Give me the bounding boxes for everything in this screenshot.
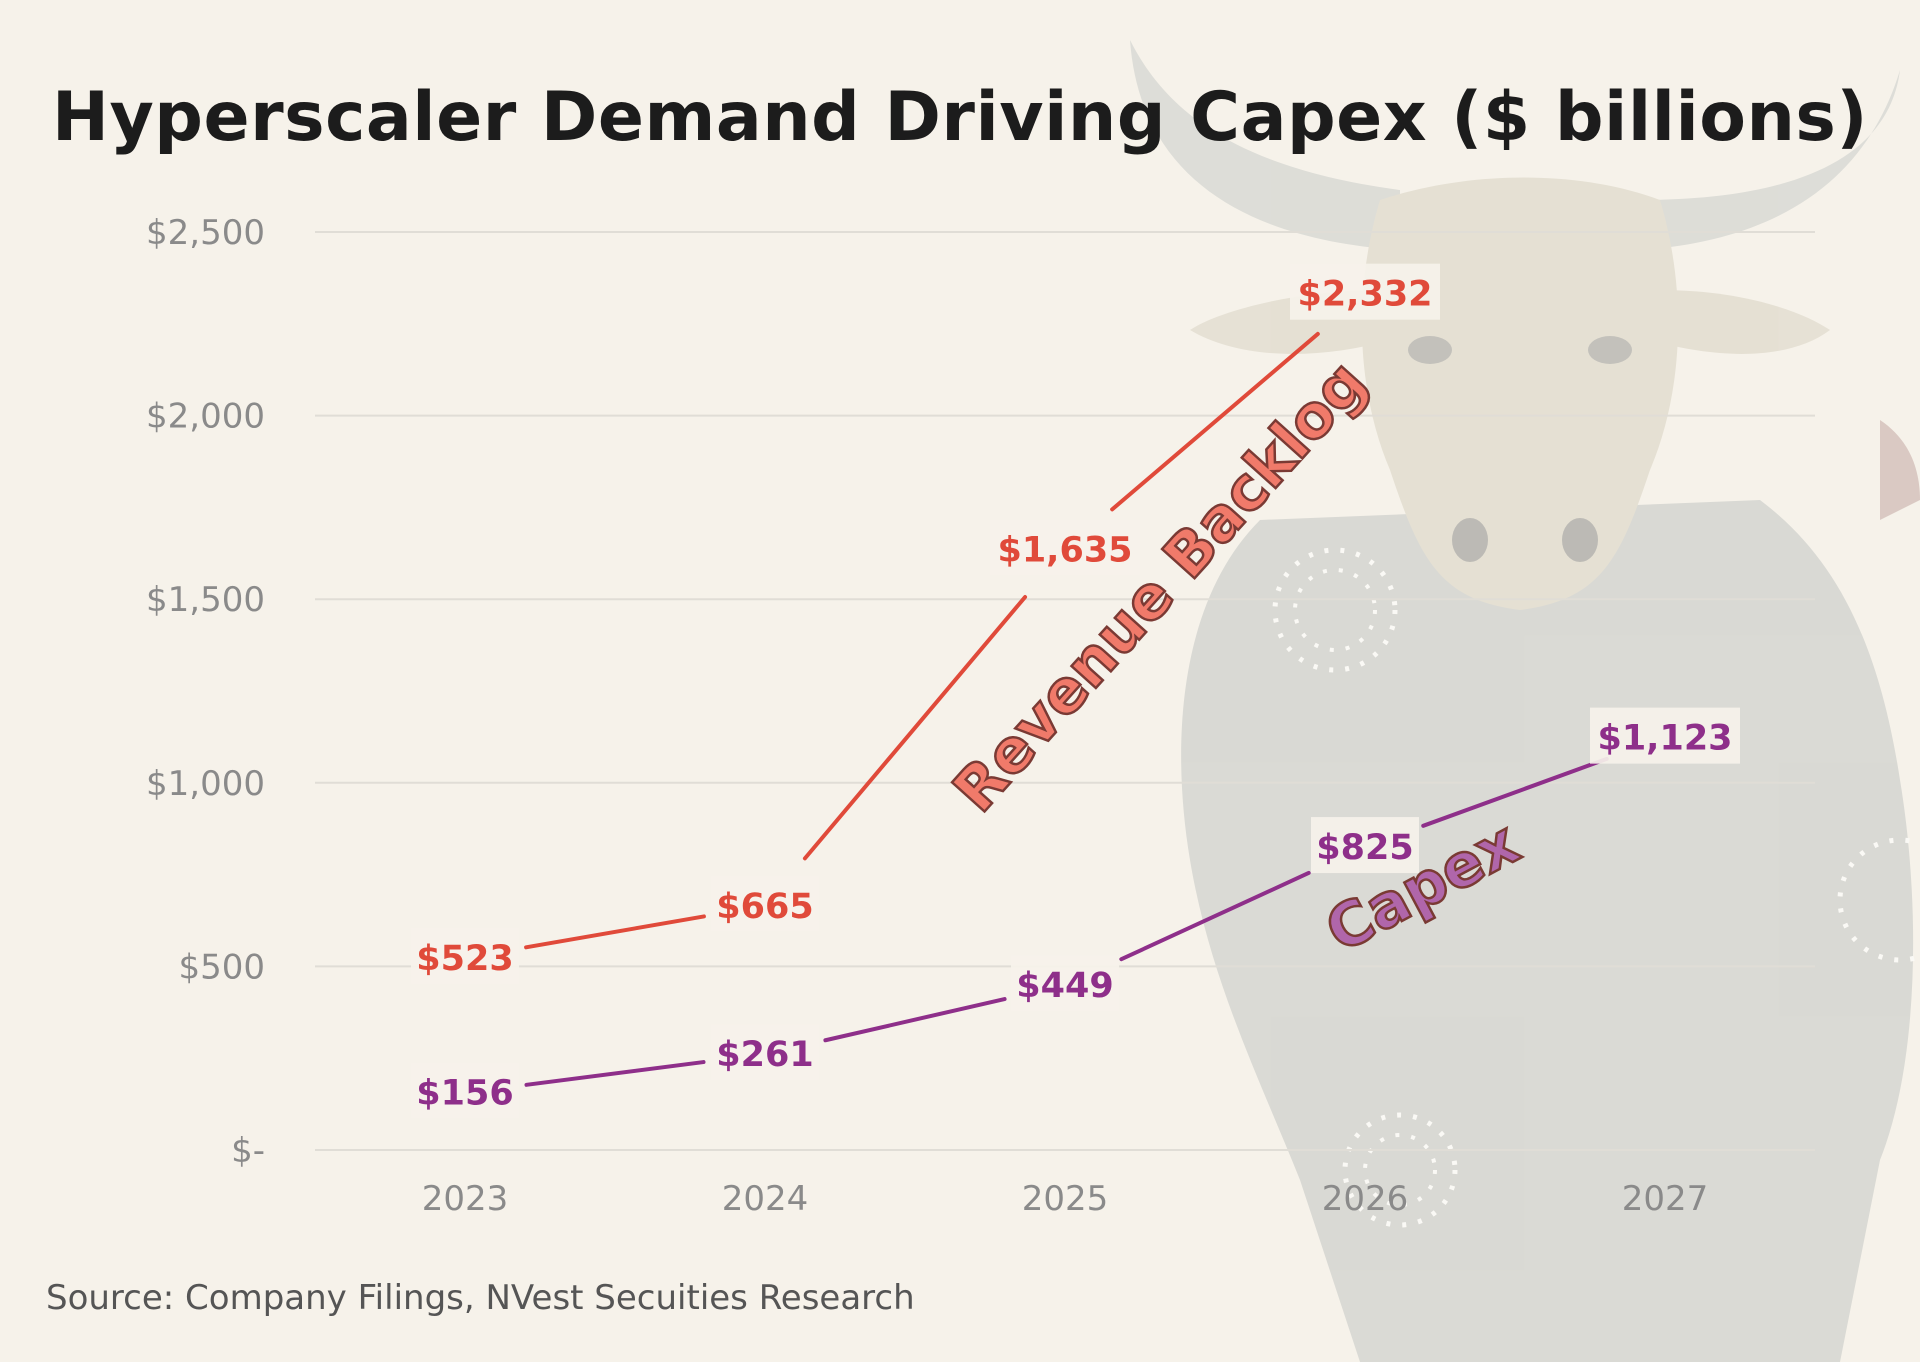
y-tick-label: $2,000 [146,397,265,437]
x-tick-label: 2027 [1622,1179,1709,1219]
series-line-segment [524,1060,706,1087]
y-tick-label: $1,000 [146,764,265,804]
data-label: $2,332 [1297,275,1432,315]
bull-left-eye [1408,336,1452,364]
data-labels: $523 $665 $1,635 $2,332 $156 $261 $449 $825 $1,1… [411,263,1740,1119]
data-label: $825 [1316,828,1413,868]
data-label: $449 [1016,966,1113,1006]
data-label: $156 [416,1074,513,1114]
series-line-segment [1119,870,1311,962]
bull-dot-pattern [1363,1133,1437,1207]
y-axis: $- $500 $1,000 $1,500 $2,000 $2,500 [146,213,265,1171]
y-tick-label: $- [231,1131,265,1171]
x-tick-label: 2023 [422,1179,509,1219]
bull-right-eye [1588,336,1632,364]
data-label-background [1590,707,1740,764]
series-line-segment [802,595,1028,861]
bull-right-horn [1640,70,1900,250]
series-line-segment [524,914,706,950]
data-label-background [1311,817,1419,874]
data-label-background [411,1062,519,1119]
bull-right-ear [1650,290,1830,354]
data-label-background [1011,955,1119,1012]
series-line-segment [1421,756,1609,828]
x-tick-label: 2024 [722,1179,809,1219]
x-axis: 2023 2024 2025 2026 2027 [422,1179,1709,1219]
series-callout-label: Revenue Backlog [940,348,1380,826]
grid-lines [315,231,1815,1151]
y-tick-label: $2,500 [146,213,265,253]
series-line-segment [823,997,1007,1043]
y-tick-label: $500 [178,947,265,987]
x-tick-label: 2026 [1322,1179,1409,1219]
x-tick-label: 2025 [1022,1179,1109,1219]
bull-dot-pattern [1293,568,1377,652]
data-label: $1,123 [1597,719,1732,759]
data-label: $665 [716,887,813,927]
series-line-segment [1110,331,1320,512]
bull-left-horn [1130,40,1400,250]
bull-accent [1880,420,1920,520]
bull-dot-pattern [1272,547,1398,673]
source-note: Source: Company Filings, NVest Secuities… [46,1278,915,1318]
series-lines [524,331,1609,1087]
data-label: $261 [716,1035,813,1075]
bull-head [1361,177,1679,610]
data-label-background [990,519,1140,576]
data-label: $523 [416,939,513,979]
bull-dot-pattern [1342,1112,1458,1228]
data-label-background [411,927,519,984]
data-label-background [711,1024,819,1081]
data-label-background [711,875,819,932]
data-label-background [1290,263,1440,320]
y-tick-label: $1,500 [146,580,265,620]
bull-right-nostril [1562,518,1598,562]
data-label: $1,635 [997,531,1132,571]
bull-left-nostril [1452,518,1488,562]
chart-title: Hyperscaler Demand Driving Capex ($ bill… [52,78,1868,157]
